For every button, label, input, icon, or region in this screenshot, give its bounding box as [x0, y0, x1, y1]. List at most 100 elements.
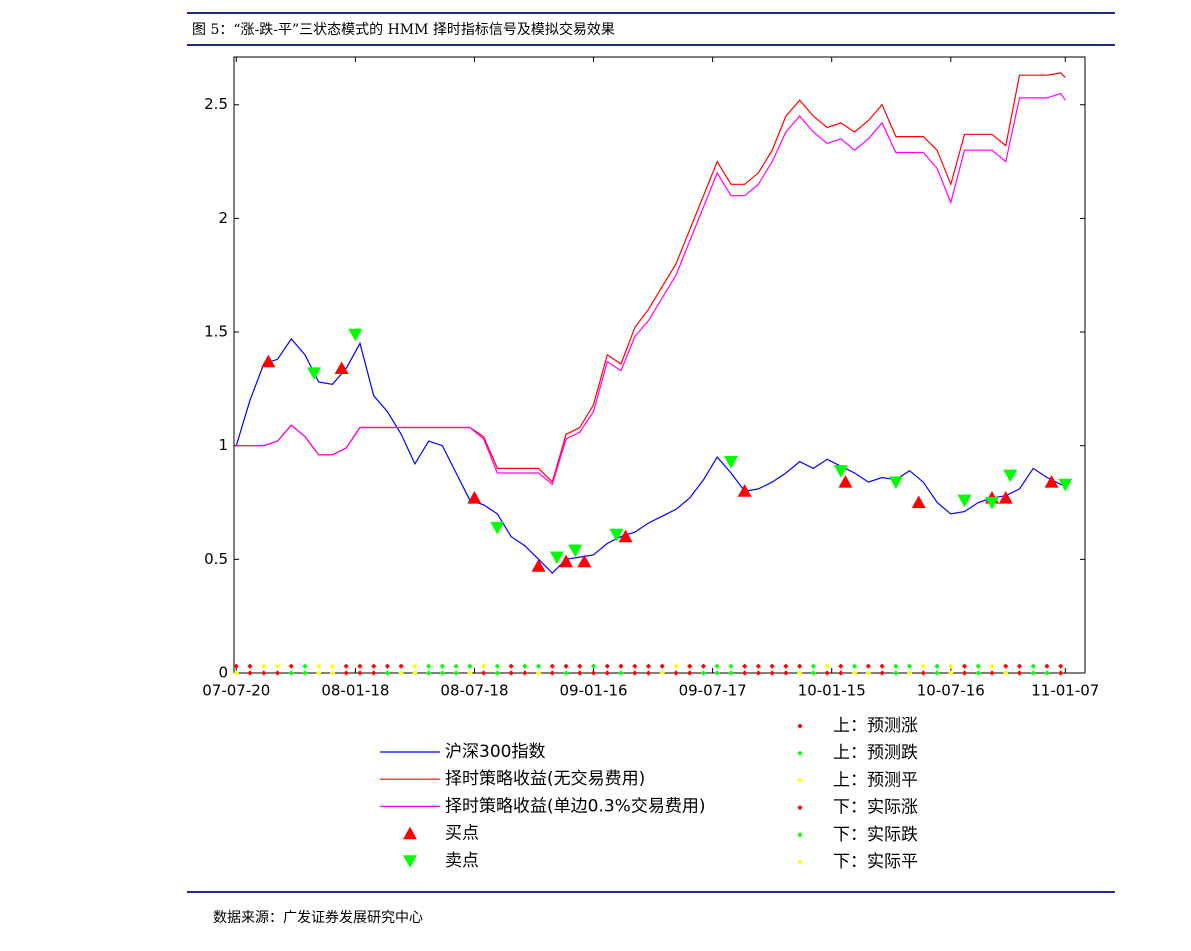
y-tick-label: 0 — [218, 664, 228, 682]
signal-dot — [604, 663, 610, 669]
signal-dot — [343, 663, 349, 669]
signal-dot — [879, 670, 885, 676]
signal-dot — [920, 670, 926, 676]
signal-dot — [934, 670, 940, 676]
legend-symbol — [797, 805, 803, 811]
signal-dot — [714, 670, 720, 676]
legend-symbol — [403, 826, 417, 840]
signal-dot — [755, 670, 762, 676]
signal-dot — [673, 670, 679, 676]
trade-marker — [261, 354, 276, 368]
signal-dot — [769, 670, 775, 676]
signal-dot — [426, 670, 432, 676]
signal-dot — [618, 663, 624, 669]
trade-marker — [467, 490, 482, 504]
legend-label: 上：预测跌 — [833, 743, 918, 763]
signal-dot — [371, 663, 377, 669]
trade-marker — [334, 361, 349, 375]
signal-dot — [288, 670, 294, 676]
y-tick-label: 2 — [218, 209, 228, 227]
x-tick-label: 09-01-16 — [559, 682, 627, 700]
signal-dot — [357, 670, 363, 676]
signal-dot — [453, 670, 459, 676]
legend-label: 卖点 — [445, 851, 479, 871]
signal-dot — [563, 663, 569, 669]
legend-label: 择时策略收益(单边0.3%交易费用) — [445, 796, 705, 816]
signal-dot — [865, 670, 871, 676]
signal-dot — [563, 670, 569, 676]
line-series — [235, 337, 1066, 574]
y-tick-label: 0.5 — [204, 550, 228, 568]
signal-dot — [261, 670, 267, 676]
signal-dot — [467, 670, 473, 676]
trade-marker — [490, 521, 505, 535]
x-tick-label: 11-01-07 — [1031, 682, 1099, 700]
signal-dot — [604, 670, 610, 676]
signal-dot — [700, 670, 707, 676]
signal-dot — [577, 670, 583, 676]
signal-dot — [398, 663, 404, 669]
trade-marker — [1044, 475, 1059, 488]
signal-dot — [714, 663, 720, 669]
signal-dot — [316, 670, 322, 676]
trade-marker — [838, 475, 853, 488]
signal-dot — [329, 663, 336, 669]
signal-dot — [838, 670, 844, 676]
signal-dot — [961, 670, 968, 676]
signal-dot — [906, 670, 913, 676]
signal-dot — [302, 663, 308, 669]
y-tick-label: 1 — [218, 436, 228, 454]
signal-dot — [439, 670, 445, 676]
signal-dot — [632, 670, 638, 676]
signal-dot — [645, 670, 652, 676]
signal-dot — [1030, 670, 1036, 676]
x-tick-label: 08-07-18 — [440, 682, 508, 700]
signal-dot — [508, 670, 514, 676]
signal-dot — [783, 670, 789, 676]
y-tick-label: 1.5 — [204, 323, 228, 341]
signal-dot — [645, 663, 652, 669]
signal-dot — [810, 663, 816, 669]
signal-dot — [384, 663, 391, 669]
trade-marker — [1058, 478, 1073, 492]
signal-dot — [1016, 670, 1023, 676]
signal-dot — [426, 663, 432, 669]
y-tick-label: 2.5 — [204, 95, 228, 113]
legend-symbol — [797, 859, 803, 865]
signal-dot — [288, 663, 294, 669]
signal-dot — [893, 670, 899, 676]
signal-dot — [755, 663, 762, 669]
signal-dot — [302, 670, 308, 676]
trade-marker — [618, 529, 633, 543]
legend-label: 上：预测涨 — [833, 716, 918, 736]
signal-dot — [412, 663, 418, 669]
trade-marker — [568, 544, 583, 558]
trade-marker — [559, 554, 574, 568]
x-tick-label: 09-07-17 — [679, 682, 747, 700]
trade-marker — [348, 328, 363, 342]
signal-dot — [233, 663, 239, 669]
signal-dot — [742, 663, 748, 669]
signal-dot — [783, 663, 789, 669]
signal-dot — [961, 663, 968, 669]
trade-marker — [833, 465, 848, 478]
signal-dot — [797, 663, 803, 669]
signal-dot — [742, 670, 748, 676]
x-tick-label: 08-01-18 — [321, 682, 389, 700]
signal-dot — [481, 663, 487, 669]
signal-dot — [687, 663, 693, 669]
signal-dot — [371, 670, 377, 676]
x-tick-label: 10-01-15 — [798, 682, 866, 700]
signal-dot — [852, 663, 858, 669]
signal-dot — [1058, 670, 1064, 676]
signal-dot — [852, 670, 858, 676]
legend-symbol — [797, 777, 803, 783]
legend-label: 沪深300指数 — [445, 742, 545, 762]
legend-label: 择时策略收益(无交易费用) — [445, 769, 645, 789]
signal-dot — [494, 670, 500, 676]
signal-dot — [975, 663, 981, 669]
signal-dot — [1030, 663, 1036, 669]
plot-frame — [233, 56, 1086, 674]
legend-symbol — [797, 832, 803, 838]
